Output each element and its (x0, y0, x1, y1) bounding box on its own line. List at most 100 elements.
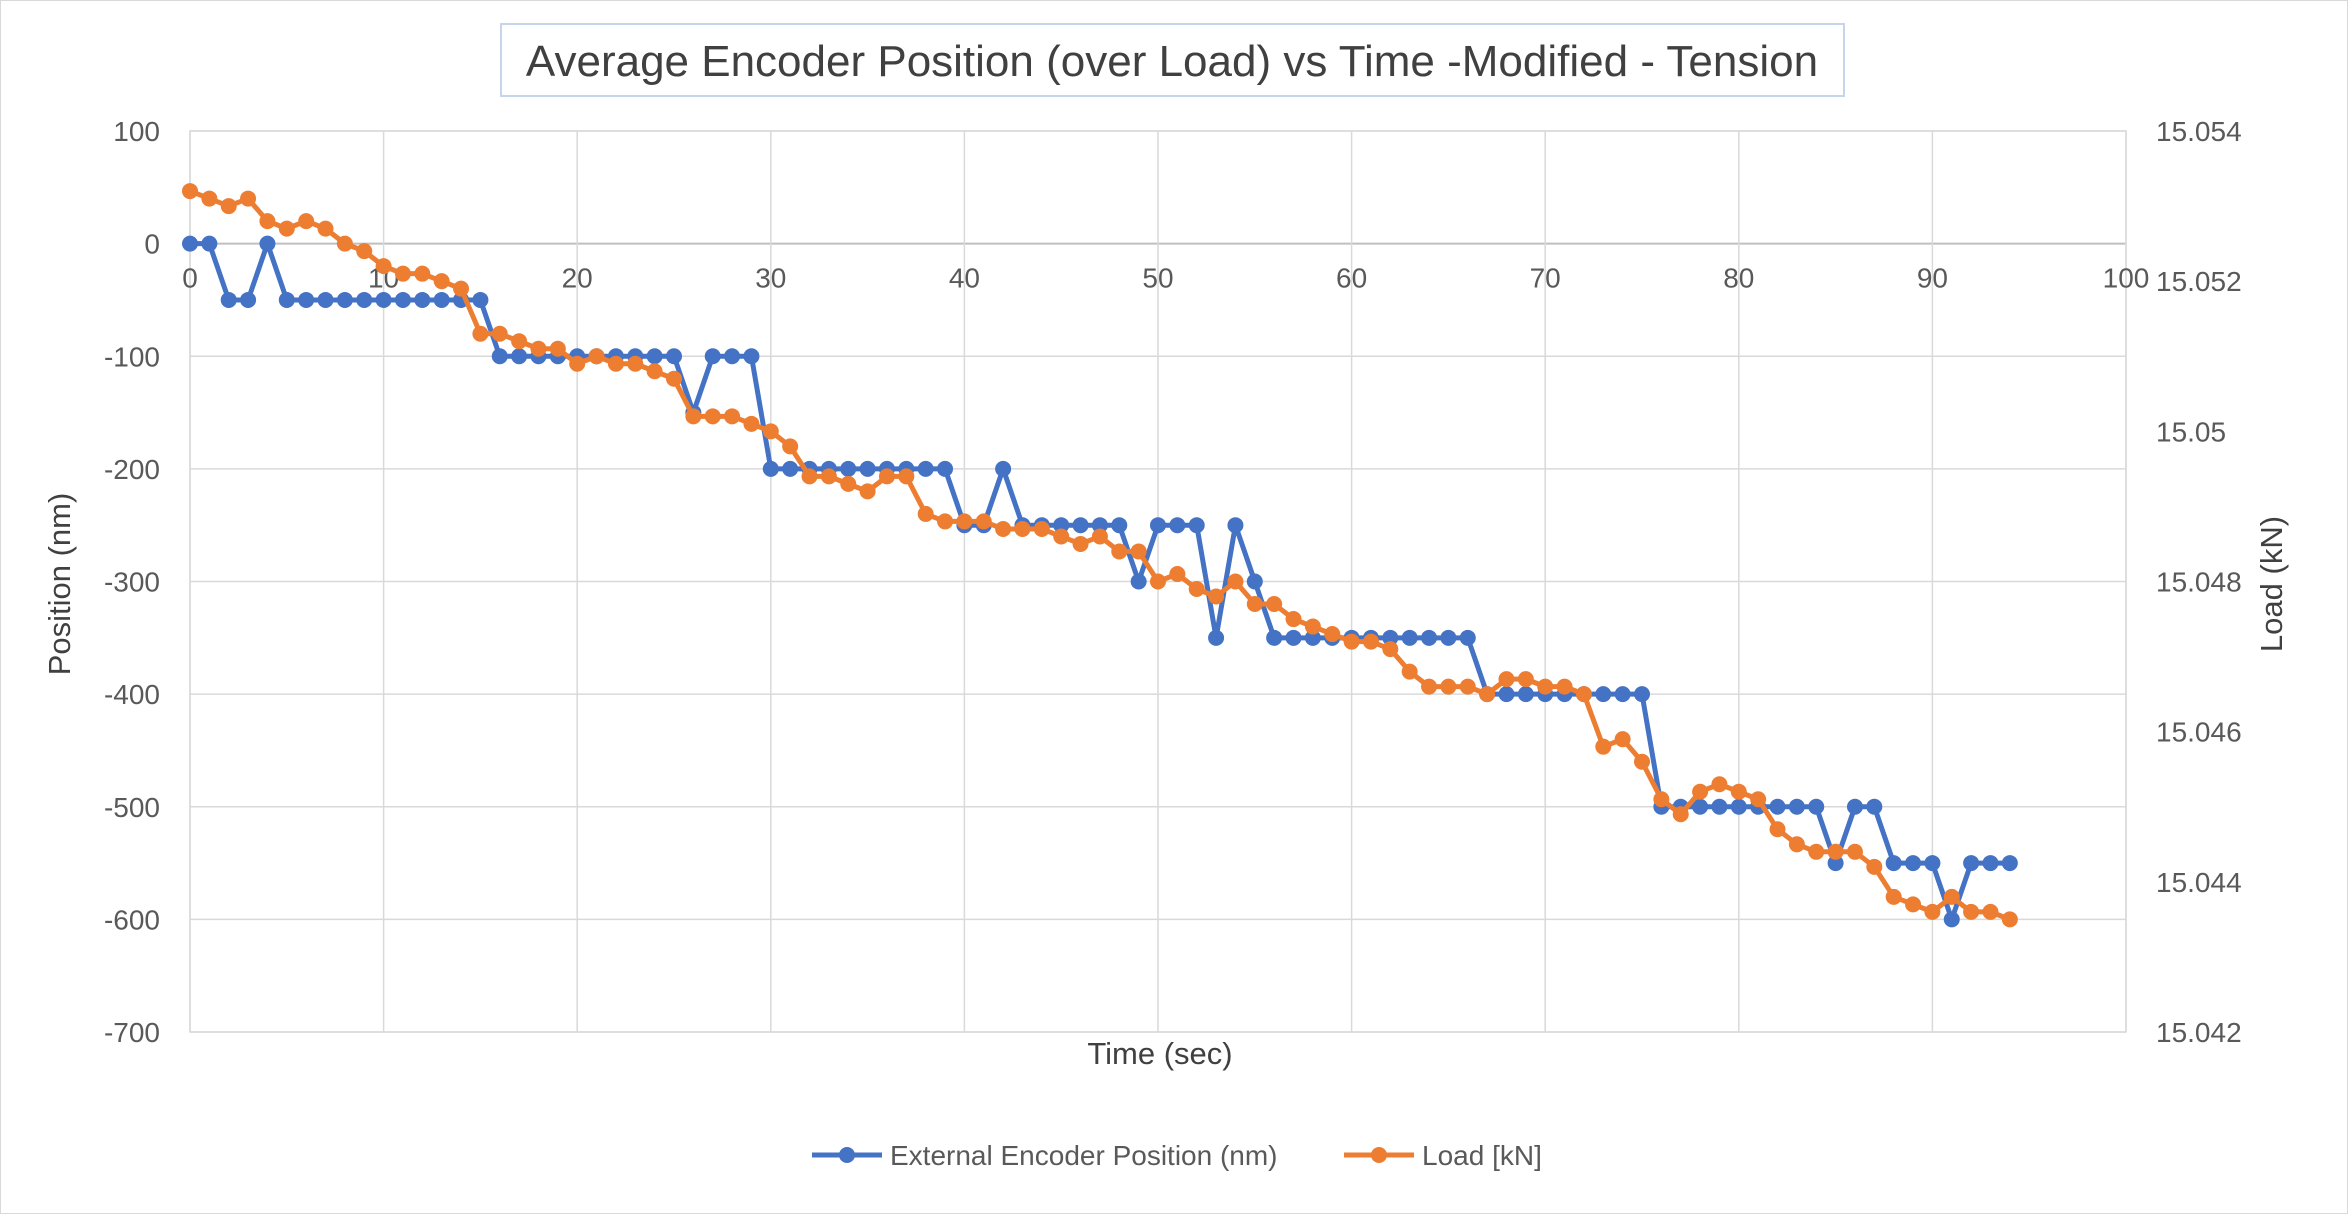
series-layer (182, 183, 2018, 928)
data-point (878, 468, 895, 485)
data-point (530, 340, 547, 357)
data-point (1924, 903, 1941, 920)
data-point (1343, 633, 1360, 650)
data-point (511, 333, 528, 350)
data-point (1382, 629, 1399, 646)
data-point (1188, 581, 1205, 598)
data-point (1169, 517, 1186, 534)
data-point (646, 348, 663, 365)
data-point (1769, 798, 1786, 815)
data-point (1130, 573, 1147, 590)
data-point (1614, 731, 1631, 748)
legend-item-1: External Encoder Position (nm) (812, 1140, 1278, 1171)
data-point (1130, 543, 1147, 560)
data-point (259, 235, 276, 252)
data-point (743, 415, 760, 432)
data-point (1750, 791, 1767, 808)
y2-tick-label: 15.048 (2156, 567, 2242, 598)
data-point (511, 348, 528, 365)
data-point (1808, 798, 1825, 815)
data-point (840, 475, 857, 492)
x-tick-label: 50 (1142, 263, 1173, 294)
data-point (859, 483, 876, 500)
data-point (1111, 543, 1128, 560)
data-point (1150, 573, 1166, 590)
data-point (704, 348, 721, 365)
data-point (1556, 678, 1573, 695)
data-point (453, 280, 470, 297)
data-point (1072, 535, 1089, 552)
data-point (549, 340, 566, 357)
data-point (298, 291, 315, 308)
data-point (1266, 596, 1283, 613)
data-point (1866, 858, 1883, 875)
data-point (1285, 611, 1302, 628)
x-tick-label: 90 (1917, 263, 1948, 294)
data-point (743, 348, 760, 365)
x-tick-label: 20 (562, 263, 593, 294)
data-point (820, 468, 837, 485)
data-point (472, 291, 489, 308)
data-point (1517, 671, 1534, 688)
data-point (1517, 686, 1534, 703)
data-point (278, 291, 295, 308)
data-point (1459, 629, 1476, 646)
data-point (182, 235, 198, 252)
y2-tick-label: 15.054 (2156, 116, 2242, 147)
y-tick-label: 0 (144, 229, 160, 260)
data-point (182, 183, 198, 200)
data-point (1421, 678, 1438, 695)
y2-tick-label: 15.052 (2156, 266, 2242, 297)
data-point (569, 355, 586, 372)
data-point (1963, 903, 1980, 920)
data-point (1730, 798, 1747, 815)
data-point (995, 520, 1012, 537)
data-point (1575, 686, 1592, 703)
data-point (1827, 855, 1844, 872)
data-point (685, 408, 702, 425)
data-point (724, 348, 741, 365)
data-point (298, 213, 315, 230)
data-point (1111, 517, 1128, 534)
data-point (356, 243, 373, 260)
x-tick-label: 70 (1530, 263, 1561, 294)
data-point (801, 468, 818, 485)
data-point (394, 291, 411, 308)
data-point (414, 291, 431, 308)
data-point (1943, 888, 1960, 905)
data-point (1401, 663, 1418, 680)
data-point (1924, 855, 1941, 872)
data-point (394, 265, 411, 282)
y-tick-label: -100 (104, 341, 160, 372)
data-point (1053, 528, 1070, 545)
data-point (1963, 855, 1980, 872)
axes: 0 10 20 30 40 50 60 70 80 90 1001000-100-200-300-4… (104, 116, 2242, 1048)
data-point (588, 348, 605, 365)
data-point (1421, 629, 1438, 646)
data-point (917, 505, 934, 522)
data-point (1324, 626, 1341, 643)
data-point (627, 355, 644, 372)
y2-tick-label: 15.05 (2156, 416, 2226, 447)
y-axis-label: Position (nm) (42, 493, 77, 676)
title-box (500, 23, 1845, 97)
legend-item-2: Load [kN] (1344, 1140, 1542, 1171)
data-point (220, 291, 237, 308)
data-point (336, 291, 353, 308)
data-point (375, 258, 392, 275)
data-point (356, 291, 373, 308)
data-point (762, 423, 779, 440)
y2-tick-label: 15.044 (2156, 867, 2242, 898)
chart-title: Average Encoder Position (over Load) vs … (526, 37, 1818, 86)
data-point (1498, 671, 1515, 688)
y-tick-label: -400 (104, 679, 160, 710)
data-point (1827, 843, 1844, 860)
data-point (1285, 629, 1302, 646)
data-point (1401, 629, 1418, 646)
data-point (1033, 520, 1050, 537)
data-point (336, 235, 353, 252)
data-point (782, 438, 799, 455)
data-point (937, 513, 954, 530)
